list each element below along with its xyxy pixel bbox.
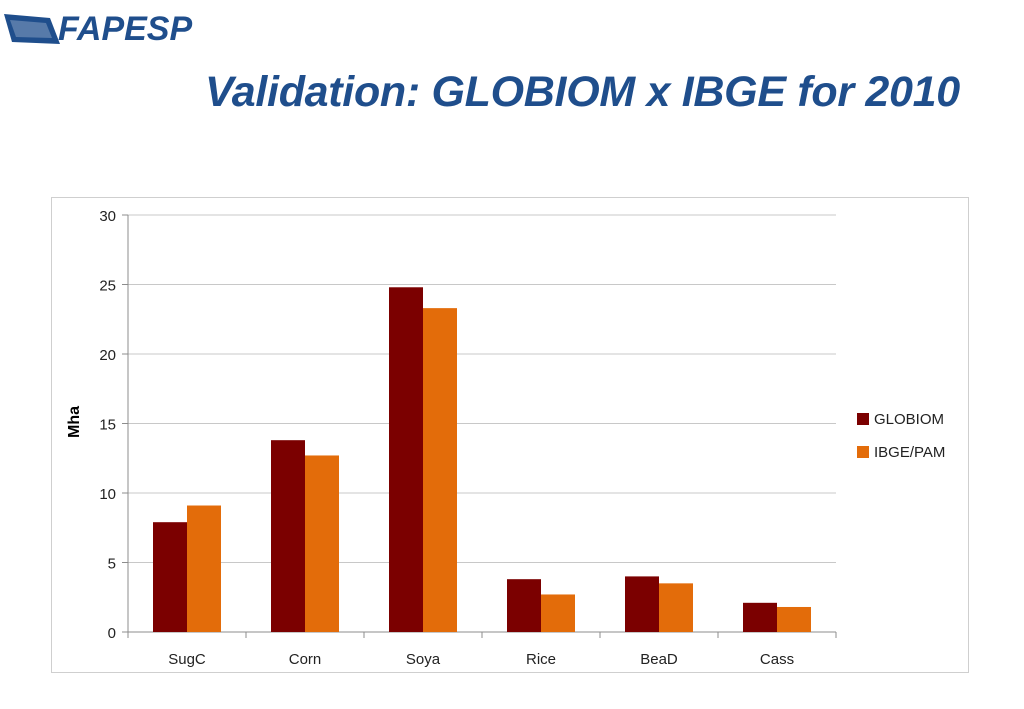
y-tick-label: 25 xyxy=(99,278,116,295)
legend-label-ibge-pam: IBGE/PAM xyxy=(874,444,945,461)
y-tick-label: 10 xyxy=(99,486,116,503)
bar-globiom-soya xyxy=(389,287,423,632)
slide-title: Validation: GLOBIOM x IBGE for 2010 xyxy=(205,68,960,116)
bar-globiom-rice xyxy=(507,579,541,632)
x-tick-label: Cass xyxy=(760,651,794,668)
bar-ibge-pam-corn xyxy=(305,455,339,632)
bar-globiom-corn xyxy=(271,440,305,632)
y-tick-label: 15 xyxy=(99,417,116,434)
chart-frame xyxy=(51,197,969,673)
y-tick-label: 0 xyxy=(108,625,116,642)
legend-label-globiom: GLOBIOM xyxy=(874,411,944,428)
y-tick-label: 5 xyxy=(108,556,116,573)
bar-ibge-pam-soya xyxy=(423,308,457,632)
x-tick-label: Soya xyxy=(406,651,441,668)
gridlines xyxy=(128,214,836,563)
fapesp-logo: FAPESP xyxy=(2,4,202,48)
flag-highlight xyxy=(10,20,52,38)
x-tick-label: Rice xyxy=(526,651,556,668)
bar-ibge-pam-sugc xyxy=(187,505,221,632)
bar-globiom-cass xyxy=(743,602,777,632)
x-tick-label: SugC xyxy=(168,651,206,668)
bar-ibge-pam-rice xyxy=(541,594,575,632)
legend-swatch-ibge-pam xyxy=(857,446,869,458)
legend: GLOBIOM IBGE/PAM xyxy=(857,411,945,461)
y-axis-label: Mha xyxy=(66,406,83,438)
tick-labels: 0 5 10 15 20 25 30 SugC Corn Soya Rice BeaD Cass xyxy=(99,208,794,668)
fapesp-logo-graphic: FAPESP xyxy=(4,10,192,48)
y-tick-label: 20 xyxy=(99,347,116,364)
y-tick-label: 30 xyxy=(99,208,116,225)
bar-ibge-pam-cass xyxy=(777,606,811,632)
legend-swatch-globiom xyxy=(857,413,869,425)
bar-globiom-sugc xyxy=(153,522,187,632)
bar-chart: 0 5 10 15 20 25 30 SugC Corn Soya Rice BeaD Cass Mha… xyxy=(66,208,945,668)
logo-text: FAPESP xyxy=(58,10,192,46)
x-tick-label: BeaD xyxy=(640,651,678,668)
bar-ibge-pam-bead xyxy=(659,583,693,632)
flag-shape xyxy=(4,14,60,44)
bars xyxy=(153,287,811,632)
axes xyxy=(122,214,837,638)
bar-globiom-bead xyxy=(625,576,659,632)
x-tick-label: Corn xyxy=(289,651,322,668)
